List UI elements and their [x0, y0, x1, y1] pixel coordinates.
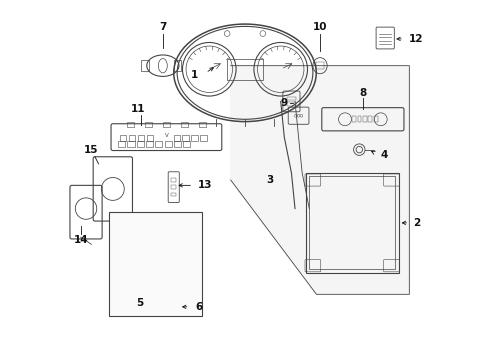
Bar [358, 116, 362, 122]
Bar [138, 135, 144, 141]
Bar [227, 59, 263, 80]
Bar [363, 116, 367, 122]
Bar [181, 122, 188, 127]
Bar [287, 97, 296, 100]
Bar [173, 60, 181, 71]
Text: V: V [165, 133, 168, 138]
Bar [171, 185, 176, 189]
Bar [155, 140, 163, 147]
Text: 5: 5 [136, 298, 143, 308]
Text: 13: 13 [198, 180, 212, 190]
Bar [200, 135, 207, 141]
Text: 11: 11 [130, 104, 145, 114]
Bar [120, 135, 126, 141]
Bar [287, 103, 296, 106]
Bar [183, 140, 190, 147]
Bar [148, 226, 163, 241]
Bar [127, 140, 135, 147]
Bar [137, 140, 144, 147]
Bar [165, 140, 172, 147]
Bar [174, 140, 181, 147]
Text: 9: 9 [281, 98, 288, 108]
Bar [171, 193, 176, 196]
Bar [109, 212, 202, 316]
Text: 8: 8 [359, 88, 367, 98]
Bar [142, 60, 148, 71]
Bar [306, 173, 398, 273]
Bar [118, 140, 125, 147]
Bar [127, 122, 134, 127]
Text: 3: 3 [267, 175, 273, 185]
Bar [146, 140, 153, 147]
Bar [316, 62, 324, 69]
Text: 4: 4 [381, 150, 388, 160]
Bar [309, 176, 395, 269]
Bar [145, 122, 152, 127]
Text: 7: 7 [159, 22, 167, 32]
Text: 12: 12 [409, 34, 423, 44]
Text: 10: 10 [313, 22, 327, 32]
Circle shape [122, 232, 190, 300]
Bar [368, 116, 372, 122]
Text: 1: 1 [191, 69, 198, 80]
Text: 14: 14 [74, 235, 88, 246]
Bar [182, 135, 189, 141]
Text: 15: 15 [84, 145, 98, 155]
Text: 2: 2 [413, 218, 420, 228]
Bar [192, 135, 198, 141]
Bar [198, 122, 206, 127]
Bar [373, 116, 377, 122]
Bar [147, 135, 153, 141]
Bar [163, 122, 170, 127]
Bar [352, 116, 356, 122]
Polygon shape [231, 66, 409, 294]
Bar [171, 178, 176, 182]
Bar [129, 135, 135, 141]
Text: 6: 6 [195, 302, 202, 312]
Bar [173, 135, 180, 141]
